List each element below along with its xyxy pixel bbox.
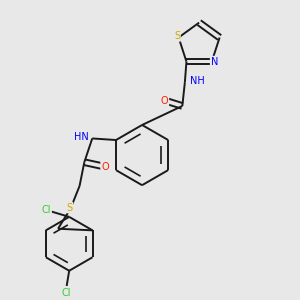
Text: N: N: [211, 57, 218, 67]
Text: Cl: Cl: [42, 205, 51, 215]
Text: NH: NH: [190, 76, 204, 85]
Text: O: O: [101, 162, 109, 172]
Text: Cl: Cl: [62, 288, 71, 298]
Text: S: S: [174, 31, 180, 41]
Text: O: O: [161, 96, 168, 106]
Text: HN: HN: [74, 133, 89, 142]
Text: S: S: [66, 202, 73, 212]
